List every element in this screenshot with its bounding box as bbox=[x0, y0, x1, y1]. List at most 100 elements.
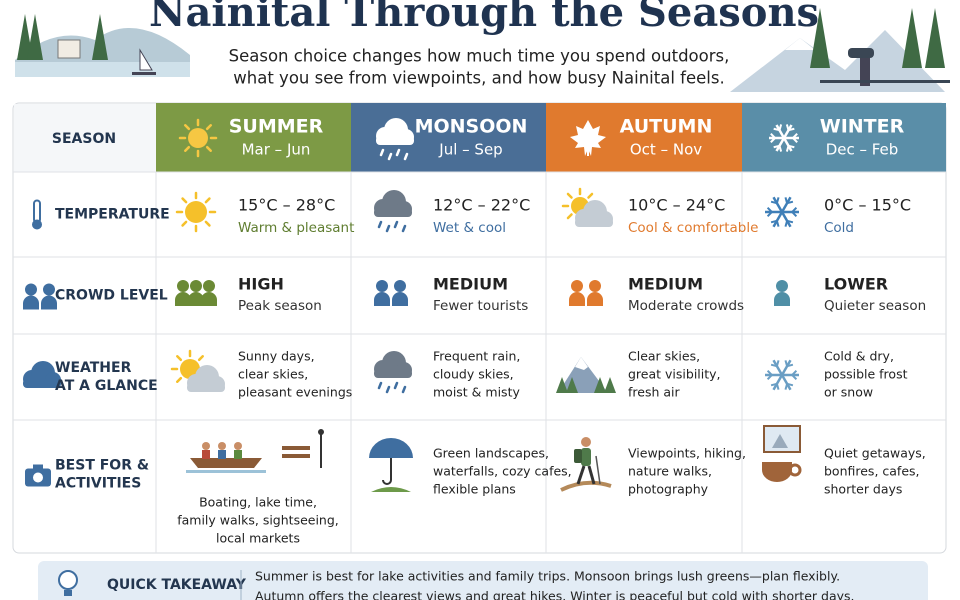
mountain-scene bbox=[730, 8, 950, 92]
shape bbox=[860, 52, 870, 86]
shape bbox=[766, 206, 773, 213]
shape bbox=[394, 280, 406, 292]
shape bbox=[784, 220, 789, 227]
shape bbox=[184, 145, 191, 152]
shape bbox=[203, 280, 215, 292]
text: family walks, sightseeing, bbox=[177, 513, 339, 528]
shape bbox=[15, 62, 190, 77]
shape bbox=[205, 124, 212, 131]
shape bbox=[282, 454, 310, 458]
camera-icon bbox=[25, 464, 51, 487]
shape bbox=[569, 292, 585, 306]
text: MONSOON bbox=[415, 116, 528, 138]
shape bbox=[379, 148, 385, 157]
shape bbox=[773, 127, 780, 132]
text: Season choice changes how much time you … bbox=[229, 47, 730, 66]
shape bbox=[766, 211, 773, 218]
text: Quieter season bbox=[824, 298, 926, 314]
shape bbox=[139, 48, 153, 71]
shape bbox=[775, 383, 780, 390]
shape bbox=[190, 280, 202, 292]
text: MEDIUM bbox=[628, 275, 703, 294]
text: Oct – Nov bbox=[630, 141, 702, 159]
shape bbox=[132, 72, 156, 75]
shape bbox=[41, 295, 57, 310]
shape bbox=[575, 357, 588, 370]
shape bbox=[393, 381, 399, 390]
text: Cold bbox=[824, 220, 854, 236]
text: Viewpoints, hiking, bbox=[628, 446, 746, 461]
shape bbox=[792, 132, 798, 139]
shape bbox=[785, 124, 790, 131]
shape bbox=[177, 280, 189, 292]
leaf-icon bbox=[570, 120, 606, 156]
hiker-icon bbox=[560, 437, 612, 492]
text: great visibility, bbox=[628, 367, 721, 382]
text: shorter days bbox=[824, 482, 902, 497]
shape bbox=[33, 472, 43, 483]
shape bbox=[556, 377, 568, 393]
shape bbox=[401, 385, 407, 394]
cloud-icon bbox=[376, 118, 414, 161]
shape bbox=[371, 487, 411, 492]
text: Summer is best for lake activities and f… bbox=[255, 569, 840, 584]
shape bbox=[810, 8, 830, 68]
people-icon bbox=[569, 280, 603, 306]
text: SEASON bbox=[52, 131, 116, 147]
text: AUTUMN bbox=[620, 116, 713, 138]
shape bbox=[775, 197, 780, 204]
shape bbox=[392, 292, 408, 306]
shape bbox=[382, 458, 392, 485]
shape bbox=[377, 220, 383, 229]
text: 12°C – 22°C bbox=[433, 196, 530, 215]
shape bbox=[282, 446, 310, 450]
shape bbox=[369, 438, 413, 458]
shape bbox=[784, 383, 789, 390]
people-icon bbox=[175, 280, 217, 306]
shape bbox=[64, 590, 72, 596]
coffee-icon bbox=[762, 425, 802, 482]
shape bbox=[786, 200, 794, 205]
shape bbox=[180, 359, 200, 379]
text: CROWD LEVEL bbox=[55, 288, 168, 304]
shape bbox=[587, 292, 603, 306]
shape bbox=[374, 208, 412, 217]
shape bbox=[376, 280, 388, 292]
shape bbox=[566, 377, 578, 393]
shape bbox=[589, 280, 601, 292]
shape bbox=[395, 148, 401, 157]
text: bonfires, cafes, bbox=[824, 464, 920, 479]
umbrella-icon bbox=[369, 438, 413, 492]
text: SUMMER bbox=[229, 116, 324, 138]
shape bbox=[318, 429, 324, 435]
text: 0°C – 15°C bbox=[824, 196, 911, 215]
shape bbox=[766, 374, 773, 381]
bulb-icon bbox=[58, 570, 78, 596]
snowflake-icon bbox=[769, 124, 799, 152]
shape bbox=[786, 382, 794, 387]
shape bbox=[570, 120, 606, 156]
shape bbox=[202, 450, 210, 459]
shape bbox=[92, 14, 108, 60]
lake-scene bbox=[15, 14, 190, 77]
shape bbox=[770, 382, 778, 387]
text: HIGH bbox=[238, 275, 284, 294]
cloud-icon bbox=[374, 190, 412, 233]
text: WINTER bbox=[820, 116, 905, 138]
text: moist & misty bbox=[433, 385, 520, 400]
text: Cold & dry, bbox=[824, 349, 894, 364]
text: Cool & comfortable bbox=[628, 220, 758, 236]
cloud-icon bbox=[23, 361, 61, 388]
cloud-icon bbox=[575, 200, 613, 227]
text: Warm & pleasant bbox=[238, 220, 354, 236]
shape bbox=[576, 465, 586, 485]
shape bbox=[774, 292, 790, 306]
shape bbox=[778, 145, 783, 152]
text: WEATHER bbox=[55, 360, 132, 376]
shape bbox=[786, 219, 794, 224]
shape bbox=[181, 220, 188, 227]
shape bbox=[770, 200, 778, 205]
shape bbox=[791, 374, 798, 381]
shape bbox=[848, 48, 874, 58]
